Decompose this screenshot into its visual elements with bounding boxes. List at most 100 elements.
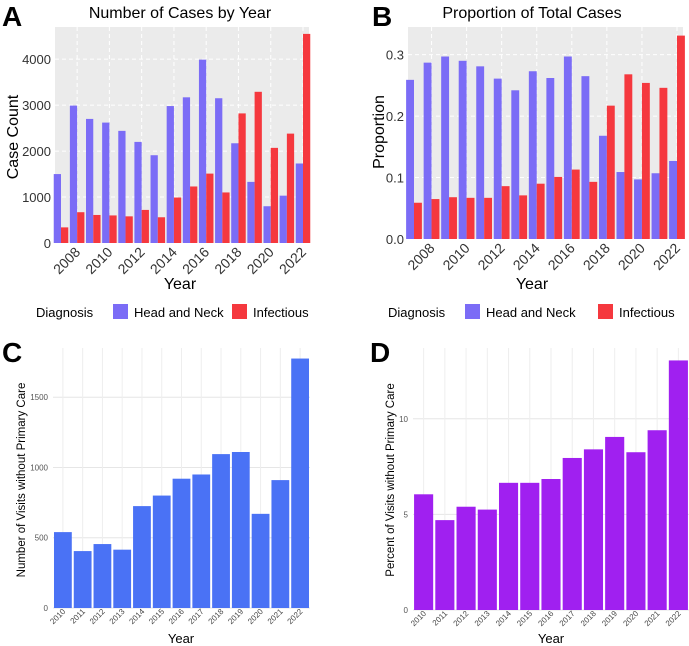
- chart-c-xtick-label-2010: 2010: [48, 607, 67, 626]
- chart-b-bar-head-neck-2016: [563, 56, 572, 239]
- chart-b-bar-head-neck-2021: [651, 173, 660, 239]
- chart-c-bar-2016: [172, 478, 191, 608]
- chart-c-bar-2020: [251, 513, 270, 608]
- chart-a-bar-head-neck-2009: [86, 118, 94, 243]
- chart-a-bar-head-neck-2016: [198, 59, 207, 243]
- chart-a-title: Number of Cases by Year: [89, 5, 272, 22]
- chart-a-xlabel: Year: [164, 276, 197, 293]
- chart-b-series-head-neck: [406, 56, 677, 240]
- chart-c-xtick-label-2022: 2022: [286, 607, 305, 626]
- chart-d-xtick-label-2010: 2010: [409, 609, 428, 628]
- chart-a-legend-label-head-neck: Head and Neck: [134, 305, 224, 320]
- chart-d-plot: 0 5 10 2010 2011 2012 2013 2014 2015 2016 2017 2018…: [399, 348, 689, 628]
- chart-a-bar-head-neck-2022: [295, 163, 303, 243]
- chart-a-bar-head-neck-2008: [69, 105, 78, 243]
- chart-d-bar-2014: [498, 482, 519, 610]
- chart-a-bar-infectious-2016: [206, 173, 214, 243]
- chart-a-bar-head-neck-2013: [150, 155, 158, 243]
- chart-a-legend-swatch-head-neck: [113, 304, 128, 319]
- chart-a-bar-head-neck-2021: [279, 195, 287, 243]
- chart-d-ytick-label-1: 5: [404, 510, 409, 519]
- chart-d-xtick-label-2019: 2019: [600, 609, 619, 628]
- panel-letter-d: D: [370, 337, 390, 368]
- chart-a-bar-infectious-2015: [190, 186, 198, 243]
- chart-b-bar-head-neck-2011: [476, 66, 485, 239]
- chart-a-ytick-label-2: 2000: [22, 144, 51, 159]
- chart-d-bar-2015: [520, 482, 540, 610]
- chart-a-bar-infectious-2021: [286, 133, 295, 243]
- chart-a-bar-infectious-2009: [93, 214, 101, 243]
- chart-b-bar-infectious-2015: [554, 176, 563, 239]
- chart-a-bar-head-neck-2015: [182, 97, 191, 243]
- chart-b-bar-infectious-2007: [414, 202, 422, 239]
- chart-d-bar-2018: [583, 449, 604, 610]
- chart-b-xtick-label-3: 2014: [510, 240, 543, 273]
- chart-b-bar-head-neck-2018: [598, 135, 607, 239]
- chart-a-xtick-label-7: 2022: [276, 244, 309, 277]
- chart-a-bar-infectious-2019: [254, 91, 262, 243]
- chart-b-bar-infectious-2008: [431, 199, 440, 239]
- chart-d-xtick-label-2016: 2016: [536, 609, 555, 628]
- chart-d-xtick-label-2020: 2020: [621, 609, 640, 628]
- chart-b-bar-head-neck-2019: [616, 172, 625, 239]
- chart-d-xtick-label-2018: 2018: [579, 609, 598, 628]
- chart-b-bar-head-neck-2008: [423, 62, 432, 239]
- chart-d-bar-2020: [626, 452, 646, 610]
- chart-d-bar-2022: [668, 360, 688, 610]
- chart-b-bar-head-neck-2017: [581, 76, 590, 239]
- chart-d-bar-2017: [562, 457, 582, 610]
- chart-a-series-head-neck: [53, 59, 303, 243]
- chart-a-bar-infectious-2013: [157, 217, 166, 243]
- chart-d-xtick-label-2022: 2022: [664, 609, 683, 628]
- chart-d-bar-2013: [477, 509, 497, 610]
- chart-a-bar-infectious-2020: [270, 147, 278, 243]
- chart-a-bar-head-neck-2010: [102, 122, 110, 243]
- chart-b-bar-head-neck-2022: [669, 160, 677, 239]
- chart-b-bar-infectious-2019: [624, 74, 633, 239]
- chart-c-bar-2018: [212, 454, 230, 608]
- chart-b-bar-head-neck-2014: [528, 71, 537, 240]
- chart-b-legend-label-head-neck: Head and Neck: [486, 305, 576, 320]
- chart-b-title: Proportion of Total Cases: [442, 5, 621, 22]
- chart-a-bar-head-neck-2014: [166, 106, 174, 243]
- chart-c-bar-2017: [192, 474, 211, 608]
- chart-a-bar-head-neck-2020: [263, 206, 271, 243]
- chart-a-bar-infectious-2010: [109, 215, 117, 243]
- chart-b-bar-infectious-2012: [501, 186, 510, 239]
- chart-b-bar-head-neck-2012: [493, 78, 502, 239]
- chart-d-xlabel: Year: [538, 631, 565, 646]
- chart-a-bar-infectious-2011: [125, 216, 133, 243]
- chart-b-bar-infectious-2020: [641, 82, 650, 239]
- chart-d-bar-2011: [435, 520, 455, 610]
- chart-c-xtick-label-2011: 2011: [69, 607, 88, 626]
- chart-b-bar-head-neck-2010: [458, 60, 467, 239]
- chart-d-xtick-label-2015: 2015: [515, 609, 534, 628]
- chart-b-ytick-label-1: 0.1: [386, 171, 404, 186]
- chart-a-ytick-label-0: 0: [44, 236, 51, 251]
- panel-letter-a: A: [2, 1, 22, 32]
- chart-d-xtick-label-2017: 2017: [558, 609, 577, 628]
- chart-a-xtick-label-4: 2016: [179, 244, 212, 277]
- chart-b-legend-swatch-infectious: [598, 304, 613, 319]
- chart-a-legend-title: Diagnosis: [36, 305, 94, 320]
- chart-a-bar-infectious-2012: [141, 209, 149, 243]
- chart-c-bar-2012: [93, 544, 112, 608]
- chart-b-xlabel: Year: [516, 276, 549, 293]
- chart-a-legend-swatch-infectious: [232, 304, 247, 319]
- chart-c-xtick-label-2021: 2021: [266, 607, 285, 626]
- chart-d-bar-2016: [541, 479, 561, 610]
- chart-a-bar-head-neck-2007: [53, 174, 61, 243]
- chart-c-xtick-label-2019: 2019: [226, 607, 245, 626]
- chart-a-bar-head-neck-2019: [247, 181, 255, 243]
- chart-b-bar-infectious-2010: [466, 197, 475, 239]
- chart-a-bar-infectious-2018: [238, 113, 246, 244]
- chart-a-bar-head-neck-2018: [231, 143, 239, 243]
- chart-c-xtick-label-2013: 2013: [108, 607, 127, 626]
- chart-b-bar-head-neck-2020: [634, 179, 642, 239]
- chart-a-bar-head-neck-2011: [118, 130, 126, 243]
- chart-a-series-infectious: [61, 33, 311, 244]
- chart-c-xtick-label-2020: 2020: [246, 607, 265, 626]
- chart-a-bar-infectious-2007: [61, 227, 69, 243]
- chart-b-bar-infectious-2009: [449, 197, 457, 239]
